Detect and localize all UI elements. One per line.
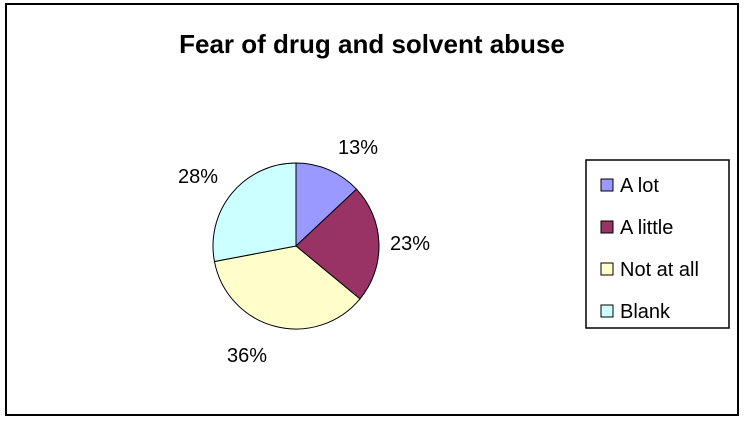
legend-label-blank: Blank [620, 301, 671, 323]
data-label-a-little: 23% [390, 233, 430, 255]
legend-label-a-lot: A lot [620, 175, 659, 197]
chart-title: Fear of drug and solvent abuse [179, 29, 565, 59]
data-label-not-at-all: 36% [227, 345, 267, 367]
legend: A lot A little Not at all Blank [585, 159, 730, 329]
data-labels: 13% 23% 36% 28% [178, 137, 430, 367]
legend-swatch-blank [600, 304, 614, 318]
data-label-blank: 28% [178, 166, 218, 188]
pie-slices [212, 162, 380, 330]
legend-swatch-a-lot [600, 178, 614, 192]
legend-label-a-little: A little [620, 217, 673, 239]
data-label-a-lot: 13% [338, 137, 378, 159]
pie-slice-a-lot [295, 162, 358, 248]
pie-slice-a-little [295, 188, 380, 300]
pie-slice-blank [212, 162, 297, 263]
pie-slice-not-at-all [213, 245, 361, 330]
legend-label-not-at-all: Not at all [620, 259, 699, 281]
legend-swatch-not-at-all [600, 262, 614, 276]
legend-swatch-a-little [600, 220, 614, 234]
